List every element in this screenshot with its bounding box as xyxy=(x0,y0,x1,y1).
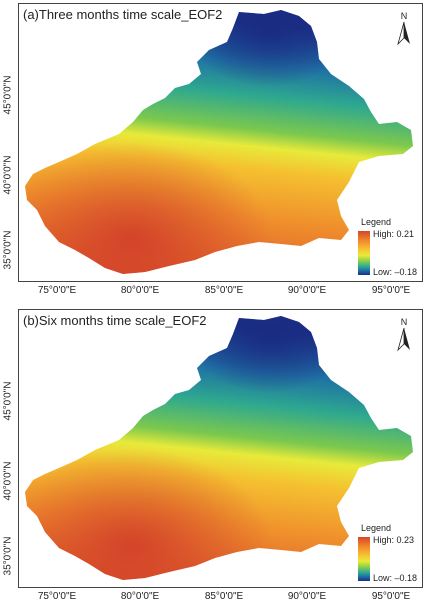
map-title: (b)Six months time scale_EOF2 xyxy=(23,313,207,328)
north-arrow-icon: N xyxy=(397,11,410,46)
map-title: (a)Three months time scale_EOF2 xyxy=(23,7,223,22)
legend-title: Legend xyxy=(361,523,392,533)
legend-low-label: Low: –0.18 xyxy=(373,267,418,277)
legend-high-label: High: 0.23 xyxy=(373,535,415,545)
map-panel-a: (a)Three months time scale_EOF2 Legend H… xyxy=(0,0,427,305)
legend-color-ramp xyxy=(358,537,370,581)
legend-low-label: Low: –0.18 xyxy=(373,573,418,583)
x-tick-80: 80°0'0"E xyxy=(120,285,160,296)
x-tick-95: 95°0'0"E xyxy=(371,591,411,602)
map-frame: (a)Three months time scale_EOF2 Legend H… xyxy=(18,3,423,282)
eof2-map xyxy=(25,316,413,580)
map-frame: (b)Six months time scale_EOF2 Legend Hig… xyxy=(18,309,423,588)
x-tick-90: 90°0'0"E xyxy=(287,591,327,602)
x-tick-95: 95°0'0"E xyxy=(371,285,411,296)
north-label: N xyxy=(401,317,408,327)
legend-color-ramp xyxy=(358,231,370,275)
legend-high-label: High: 0.21 xyxy=(373,229,415,239)
legend: Legend High: 0.23 Low: –0.18 xyxy=(356,523,426,587)
x-tick-90: 90°0'0"E xyxy=(287,285,327,296)
legend: Legend High: 0.21 Low: –0.18 xyxy=(356,217,426,281)
x-tick-75: 75°0'0"E xyxy=(37,591,77,602)
x-tick-75: 75°0'0"E xyxy=(37,285,77,296)
map-panel-b: (b)Six months time scale_EOF2 Legend Hig… xyxy=(0,306,427,611)
north-label: N xyxy=(401,11,408,21)
legend-title: Legend xyxy=(361,217,392,227)
x-tick-80: 80°0'0"E xyxy=(120,591,160,602)
eof2-map xyxy=(25,10,413,274)
x-tick-85: 85°0'0"E xyxy=(204,285,244,296)
north-arrow-icon: N xyxy=(397,317,410,352)
x-tick-85: 85°0'0"E xyxy=(204,591,244,602)
